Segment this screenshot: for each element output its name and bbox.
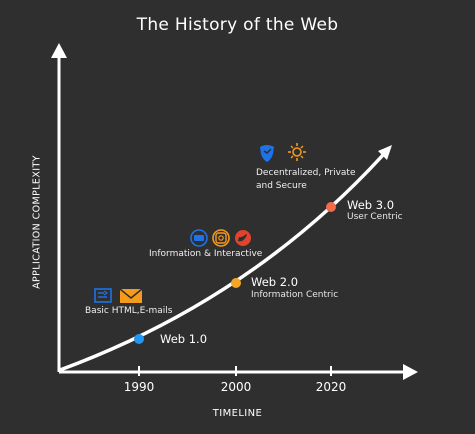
web3-label: Web 3.0: [347, 198, 395, 212]
growth-curve-arrowhead: [378, 145, 392, 160]
x-axis-arrowhead: [403, 364, 418, 380]
html-icon: [94, 288, 112, 303]
web2-feature-text: Information & Interactive: [149, 249, 263, 259]
y-axis-label: APPLICATION COMPLEXITY: [31, 155, 43, 289]
web2-subtitle: Information Centric: [251, 290, 339, 300]
web2-point: [231, 278, 241, 288]
network-icon: [288, 143, 306, 161]
web3-point: [326, 202, 336, 212]
email-icon: [119, 288, 143, 303]
web3-subtitle: User Centric: [347, 212, 403, 222]
tick-label-2000: 2000: [220, 380, 252, 394]
diagram-title: The History of the Web: [136, 15, 339, 35]
shield-icon: [260, 145, 274, 162]
y-axis-arrowhead: [51, 43, 67, 58]
twitter-icon: [235, 230, 251, 246]
x-axis-label: TIMELINE: [212, 408, 263, 419]
tick-label-2020: 2020: [315, 380, 347, 394]
web1-feature-text: Basic HTML,E-mails: [85, 306, 173, 316]
web2-label: Web 2.0: [251, 275, 299, 289]
tick-label-1990: 1990: [123, 380, 155, 394]
web1-point: [134, 334, 144, 344]
growth-curve: [59, 153, 385, 372]
web3-feature-text-line1: Decentralized, Private: [256, 168, 356, 178]
facebook-icon: [190, 229, 208, 247]
web1-label: Web 1.0: [160, 332, 208, 346]
instagram-icon: [212, 229, 230, 247]
web3-feature-text-line2: and Secure: [256, 181, 307, 191]
